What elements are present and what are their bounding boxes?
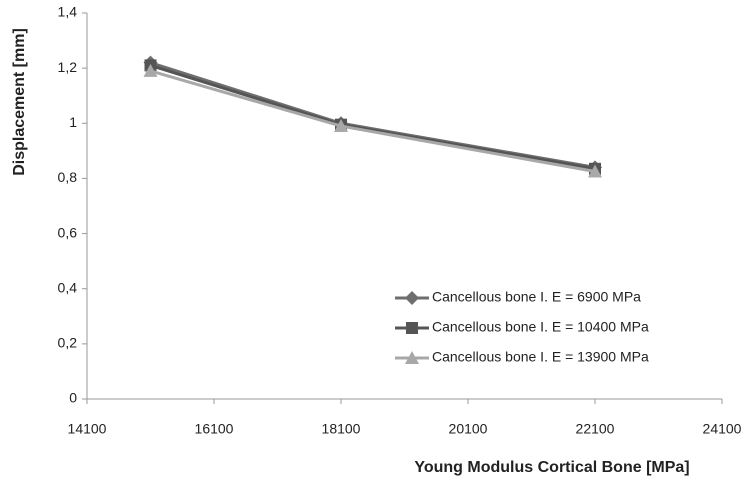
series-line [150, 63, 596, 171]
y-tick-label: 0,8 [58, 169, 78, 185]
x-tick-label: 20100 [449, 421, 488, 437]
x-axis-title: Young Modulus Cortical Bone [MPa] [414, 459, 689, 476]
y-tick-label: 1 [69, 114, 77, 130]
marker [334, 119, 348, 133]
y-tick-label: 1,2 [58, 59, 78, 75]
y-tick-label: 0,2 [58, 335, 78, 351]
legend-label: Cancellous bone I. E = 6900 MPa [432, 289, 641, 305]
marker [143, 63, 158, 77]
series-line [150, 61, 596, 169]
x-tick-label: 18100 [322, 421, 361, 437]
marker [406, 322, 418, 334]
x-tick-label: 22100 [576, 421, 615, 437]
y-tick-label: 0,4 [58, 279, 78, 295]
x-tick-label: 14100 [68, 421, 107, 437]
legend-label: Cancellous bone I. E = 10400 MPa [432, 319, 649, 335]
marker [405, 351, 419, 364]
marker [405, 291, 419, 305]
legend: Cancellous bone I. E = 6900 MPa Cancellou… [395, 289, 649, 365]
marker [588, 164, 602, 178]
y-tick-label: 0 [69, 390, 77, 406]
y-tick-label: 0,6 [58, 224, 78, 240]
legend-label: Cancellous bone I. E = 13900 MPa [432, 349, 649, 365]
x-tick-label: 24100 [703, 421, 742, 437]
y-tick-label: 1,4 [58, 4, 78, 20]
y-axis-title: Displacement [mm] [11, 28, 28, 176]
x-tick-label: 16100 [195, 421, 234, 437]
